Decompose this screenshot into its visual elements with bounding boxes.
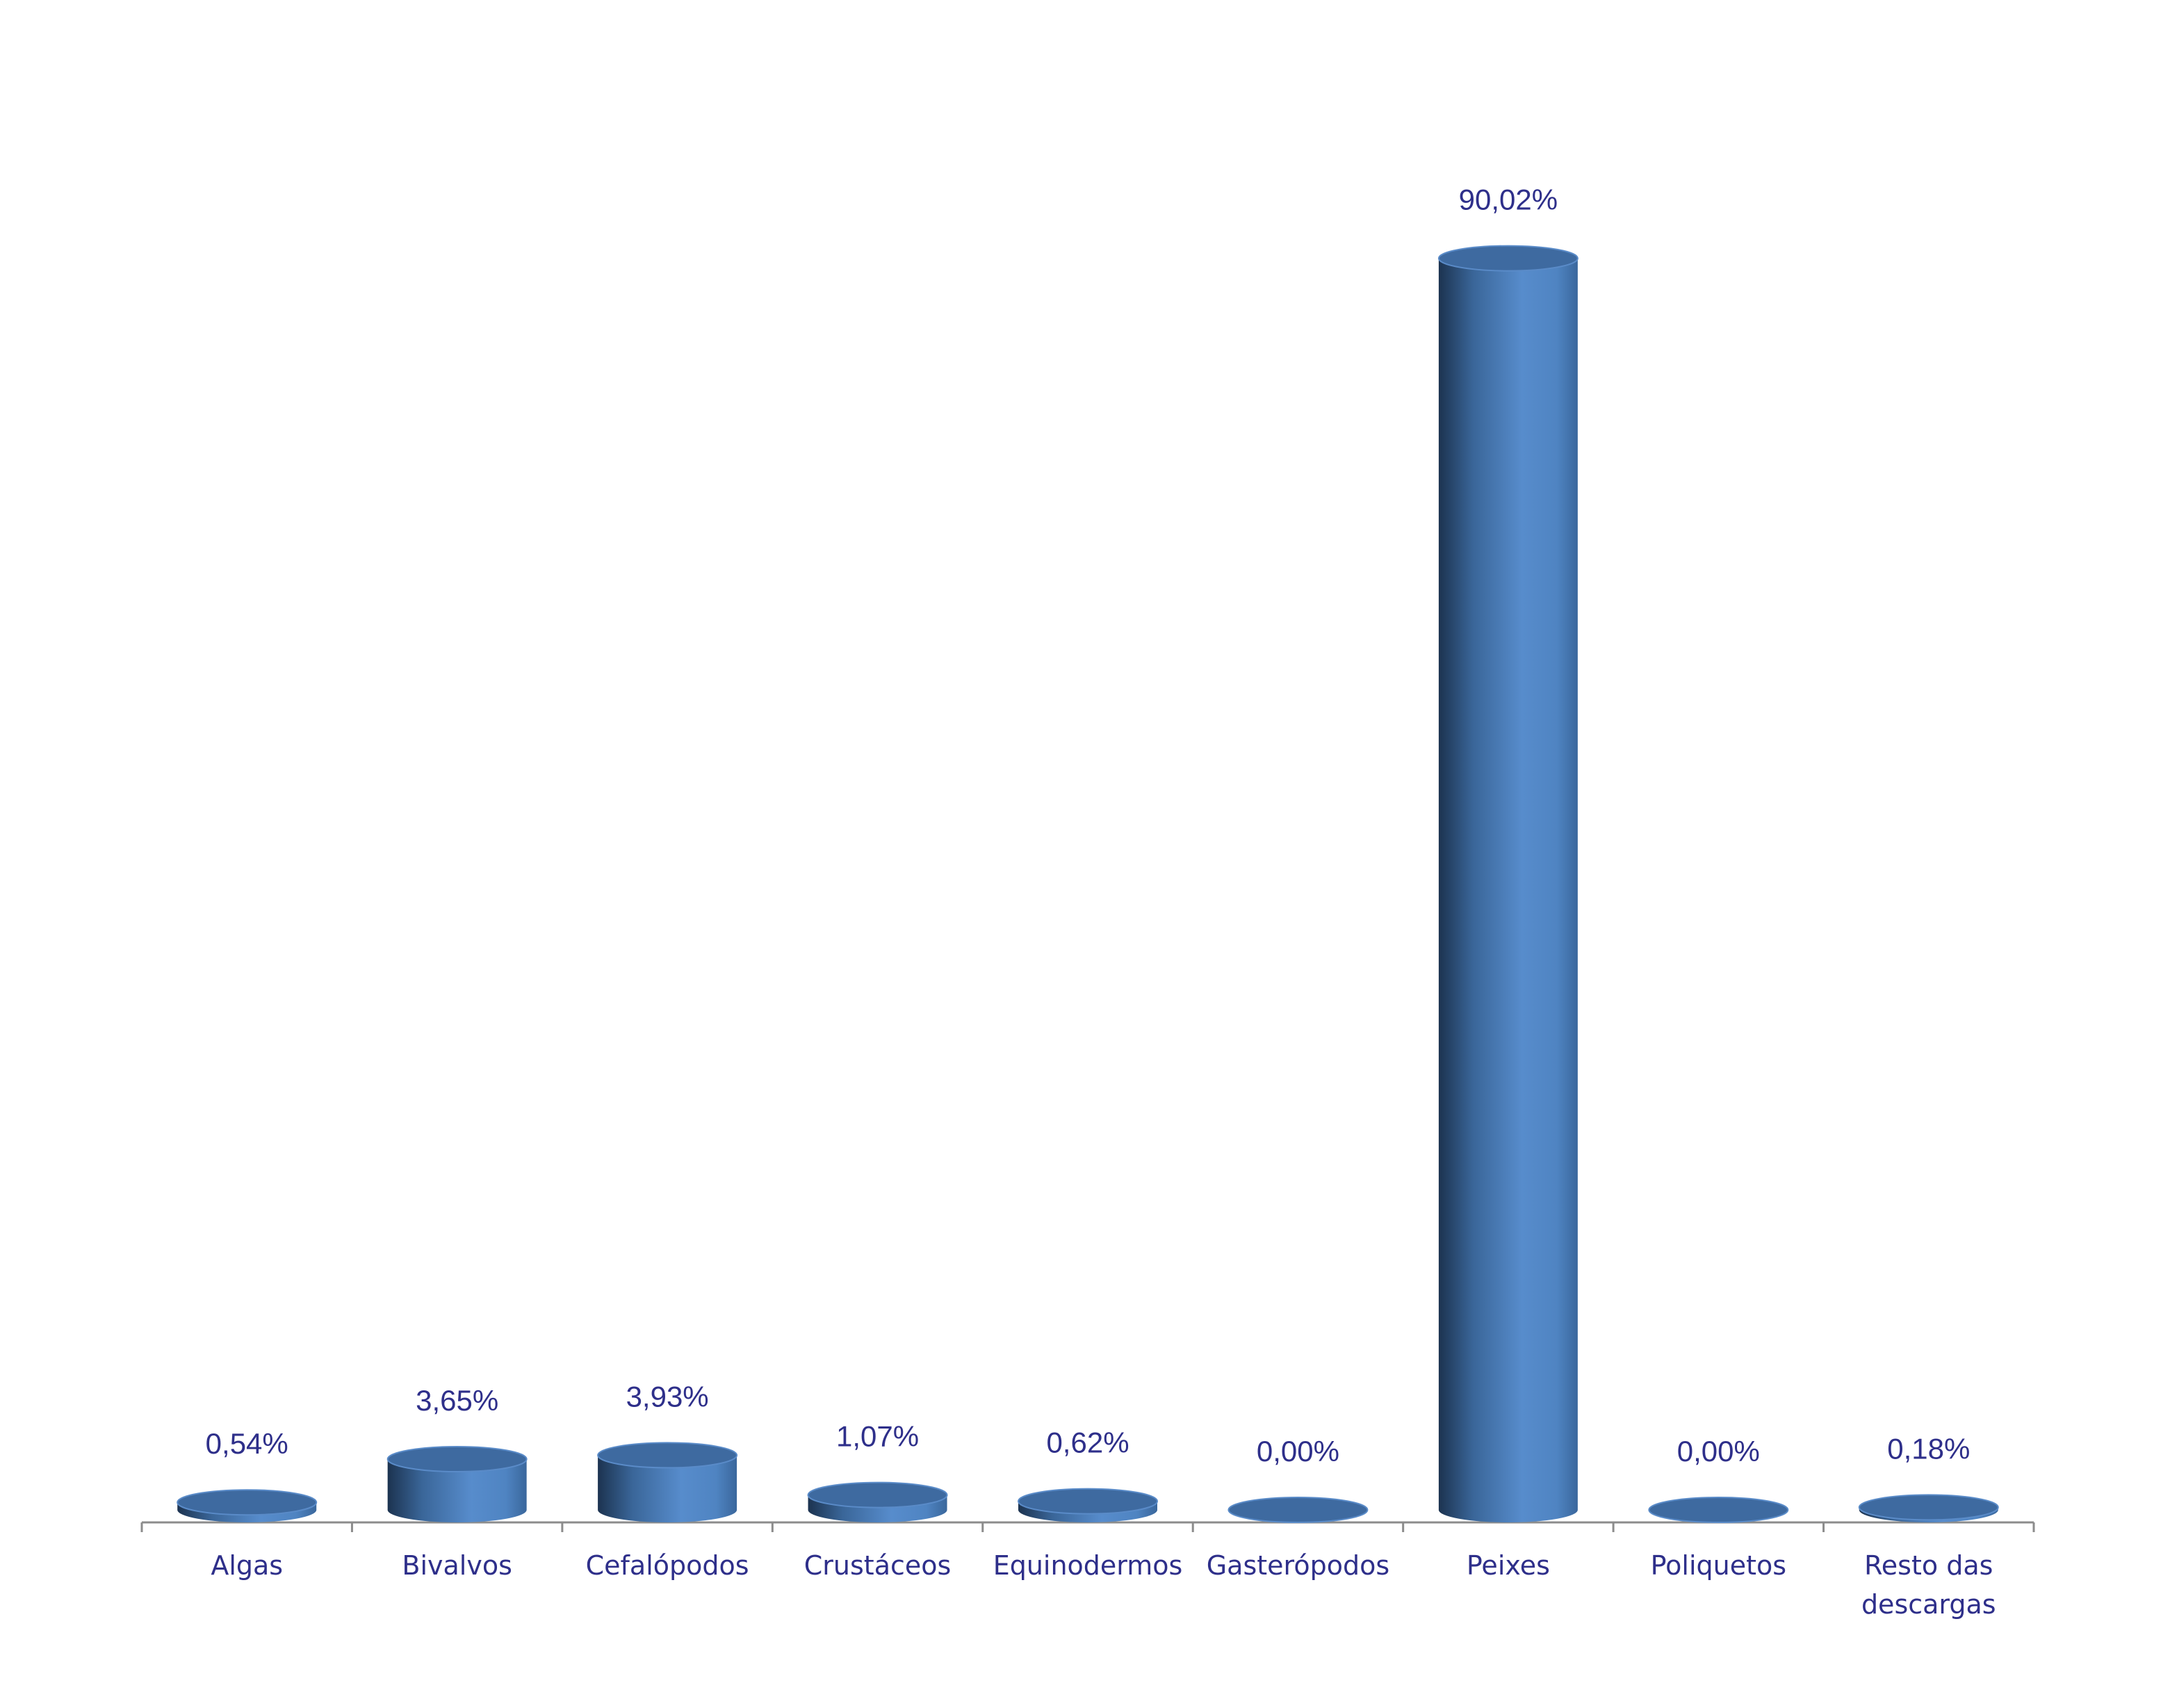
bar bbox=[387, 1459, 527, 1522]
value-label: 1,07% bbox=[836, 1420, 919, 1453]
value-label: 0,54% bbox=[206, 1427, 288, 1460]
value-label: 0,00% bbox=[1257, 1435, 1339, 1467]
x-tick-label: Gasterópodos bbox=[1206, 1550, 1390, 1581]
x-tick-label: Bivalvos bbox=[402, 1550, 512, 1581]
value-label: 0,00% bbox=[1677, 1435, 1760, 1467]
value-label: 90,02% bbox=[1459, 184, 1558, 216]
x-tick-label: Cefalópodos bbox=[585, 1550, 749, 1581]
bar-top bbox=[1437, 245, 1578, 272]
bar-top bbox=[1858, 1494, 1999, 1521]
value-label: 3,93% bbox=[626, 1380, 709, 1413]
bar-top bbox=[597, 1442, 738, 1469]
x-tick-label: Algas bbox=[211, 1550, 284, 1581]
bar-top bbox=[1018, 1488, 1158, 1515]
value-label: 0,18% bbox=[1887, 1432, 1970, 1465]
bar-top bbox=[177, 1489, 318, 1516]
bar-top bbox=[807, 1481, 948, 1508]
x-tick-label: Crustáceos bbox=[803, 1550, 952, 1581]
bar-top bbox=[1227, 1497, 1369, 1523]
bar-top bbox=[386, 1446, 528, 1472]
value-label: 0,62% bbox=[1046, 1426, 1129, 1459]
value-label: 3,65% bbox=[416, 1384, 498, 1417]
x-tick-label: Equinodermos bbox=[993, 1550, 1183, 1581]
x-tick-label: Peixes bbox=[1466, 1550, 1550, 1581]
x-tick-label: Poliquetos bbox=[1650, 1550, 1787, 1581]
x-tick-label: Resto das descargas bbox=[1861, 1550, 1996, 1620]
bar-top bbox=[1648, 1497, 1789, 1523]
bar bbox=[598, 1455, 737, 1522]
bar bbox=[1438, 258, 1578, 1523]
